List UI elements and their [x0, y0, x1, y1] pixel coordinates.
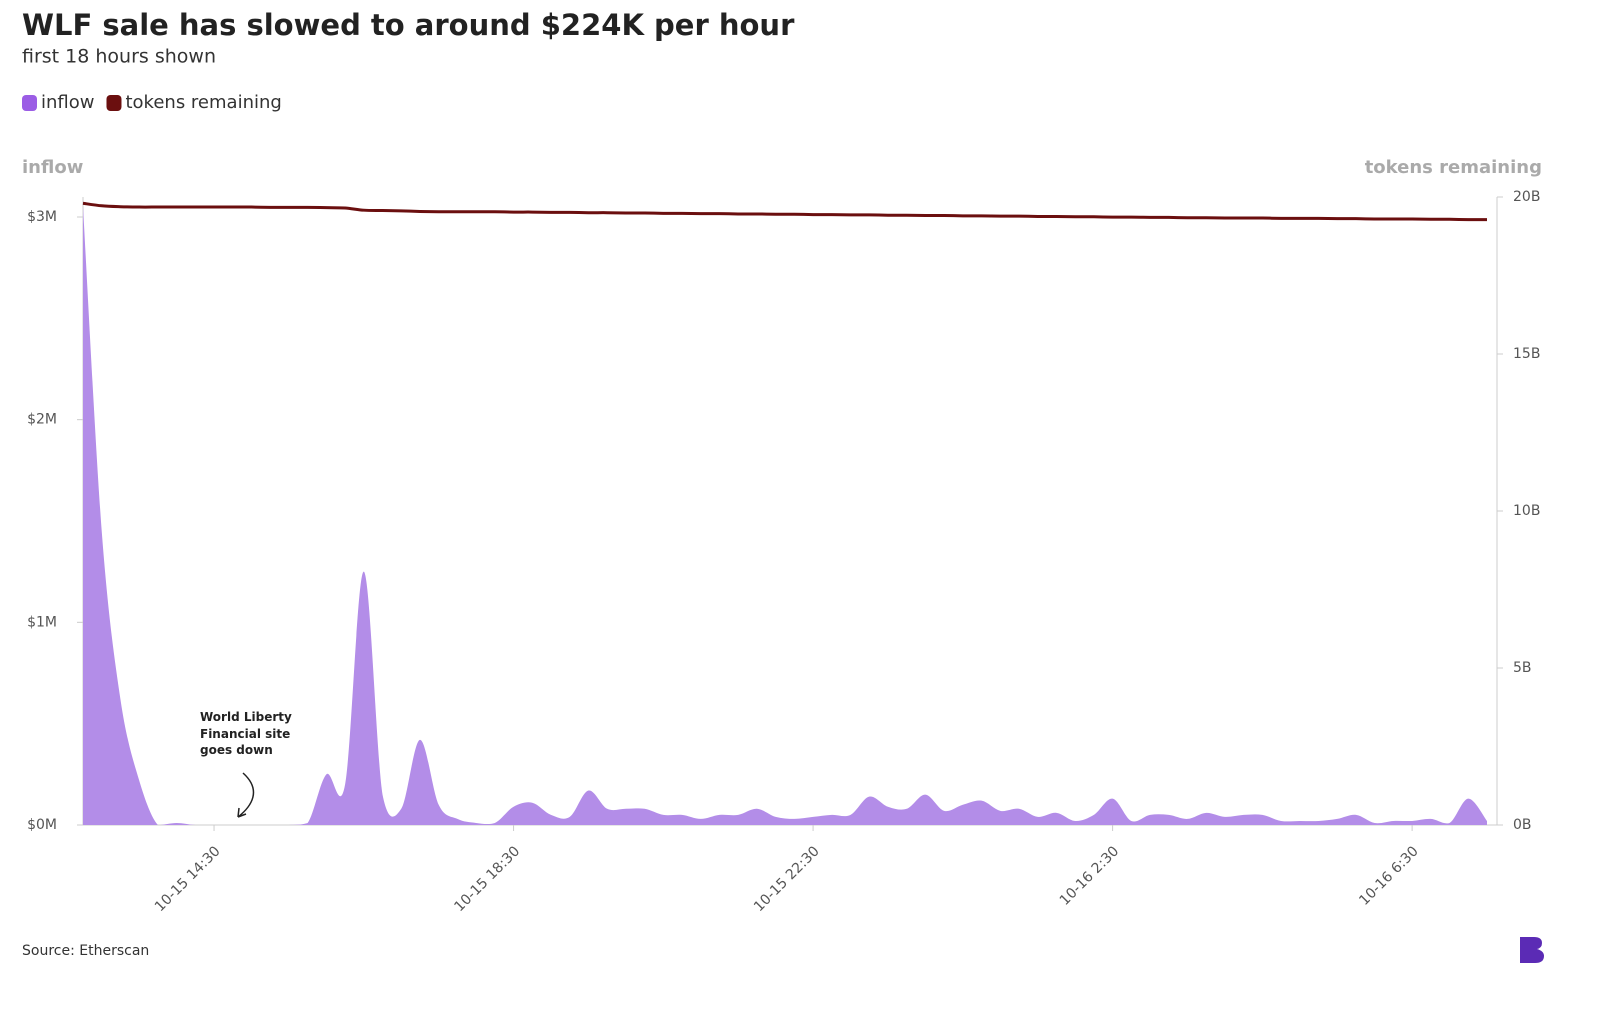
y2-tick-label: 0B	[1513, 817, 1532, 833]
source: Source: Etherscan	[22, 943, 149, 959]
y-tick-label: $3M	[27, 209, 57, 225]
y2-tick-label: 20B	[1513, 189, 1540, 205]
plot: $0M $1M $2M $3M 0B 5B 10B 15B 20B 10-15 14:30 10-1…	[27, 189, 1540, 915]
annotation-arrow	[237, 772, 255, 818]
y2-axis-title: tokens remaining	[1365, 157, 1542, 178]
y-axis-title: inflow	[22, 157, 83, 178]
y-tick-label: $1M	[27, 614, 57, 630]
y2-tick-label: 10B	[1513, 503, 1540, 519]
y-tick-label: $2M	[27, 412, 57, 428]
legend-swatch	[22, 95, 37, 111]
x-tick-label: 10-16 2:30	[1057, 843, 1122, 908]
y-tick-label: $0M	[27, 817, 57, 833]
x-tick-label: 10-15 22:30	[751, 843, 823, 915]
logo	[1520, 937, 1544, 963]
legend-swatch	[106, 95, 122, 111]
x-tick-label: 10-16 6:30	[1356, 843, 1421, 908]
chart-subtitle: first 18 hours shown	[22, 46, 216, 68]
annotation: World Liberty Financial site goes down	[200, 710, 292, 757]
tokens-line	[82, 201, 1488, 222]
x-tick-label: 10-15 18:30	[451, 843, 523, 915]
y2-tick-label: 5B	[1513, 660, 1532, 676]
x-tick-label: 10-15 14:30	[152, 843, 224, 915]
legend-label: inflow	[41, 92, 94, 113]
chart-title: WLF sale has slowed to around $224K per …	[22, 8, 795, 42]
y2-tick-label: 15B	[1513, 346, 1540, 362]
inflow-area	[83, 206, 1487, 825]
legend-label: tokens remaining	[125, 92, 281, 113]
